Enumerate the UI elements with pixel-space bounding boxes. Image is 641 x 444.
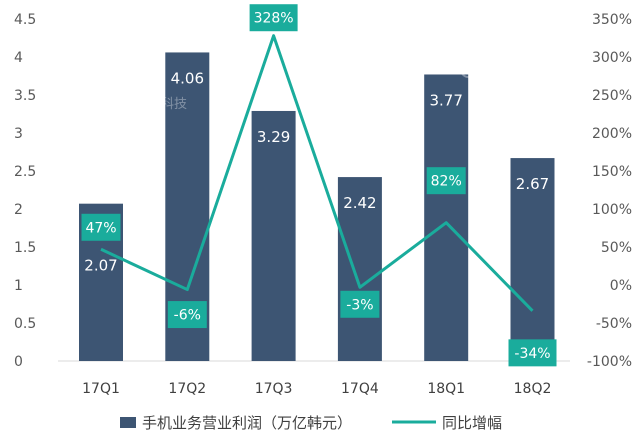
category-labels: 17Q1 17Q2 17Q3 17Q4 18Q1 18Q2 xyxy=(82,381,551,397)
right-axis-tick: -50% xyxy=(596,316,632,332)
category-label: 17Q4 xyxy=(341,381,379,397)
bar xyxy=(251,110,296,362)
right-axis-tick: 50% xyxy=(601,240,632,256)
bar-value-label: 2.42 xyxy=(343,194,376,212)
growth-label: -6% xyxy=(167,301,207,329)
growth-label-text: -6% xyxy=(174,308,201,324)
growth-label-box xyxy=(81,213,121,241)
watermark-text: 腾讯科技 xyxy=(135,96,187,112)
growth-label-text: 47% xyxy=(85,220,116,236)
category-label: 18Q2 xyxy=(514,381,552,397)
growth-label: 328% xyxy=(249,4,298,32)
growth-label: -34% xyxy=(508,339,557,367)
growth-label: 82% xyxy=(426,167,466,195)
right-axis-tick: 200% xyxy=(592,126,632,142)
legend-bar-swatch xyxy=(120,417,136,428)
growth-line xyxy=(100,34,534,312)
category-label: 18Q1 xyxy=(427,381,465,397)
growth-label-text: 328% xyxy=(254,11,294,27)
growth-label-box xyxy=(508,339,557,367)
bar xyxy=(424,74,469,361)
category-label: 17Q2 xyxy=(168,381,206,397)
right-axis-tick: 0% xyxy=(610,278,632,294)
watermark: 腾讯科技 xyxy=(460,62,530,79)
left-axis-tick: 2 xyxy=(14,202,23,218)
bar-series xyxy=(79,52,555,362)
left-axis-ticks: 0 0.5 1 1.5 2 2.5 3 3.5 4 4.5 xyxy=(14,12,36,370)
growth-label-text: -3% xyxy=(346,297,373,313)
growth-label-box xyxy=(340,290,380,318)
watermark-logo-icon xyxy=(460,62,477,78)
right-axis-tick: 100% xyxy=(592,202,632,218)
left-axis-tick: 1 xyxy=(14,278,23,294)
right-axis-tick: 150% xyxy=(592,164,632,180)
watermark-logo-icon xyxy=(117,95,133,111)
watermark: 腾讯科技 xyxy=(291,73,362,90)
left-axis-tick: 2.5 xyxy=(14,164,36,180)
watermark-text: 腾讯科技 xyxy=(310,74,362,90)
growth-label-box xyxy=(426,167,466,195)
bar xyxy=(510,158,555,361)
bar-value-label: 3.29 xyxy=(257,128,290,146)
bar xyxy=(337,177,382,361)
left-axis-tick: 3 xyxy=(14,126,23,142)
right-axis-tick: 350% xyxy=(592,12,632,28)
right-axis-tick: -100% xyxy=(587,354,632,370)
growth-value-labels: 47% -6% 328% -3% 82% -34% xyxy=(81,4,557,367)
watermark-text: 腾讯科技 xyxy=(478,63,530,79)
growth-label-box xyxy=(249,4,298,32)
legend-bar-label: 手机业务营业利润（万亿韩元） xyxy=(142,414,352,432)
bar-value-label: 2.07 xyxy=(84,257,117,275)
watermark-logo-icon xyxy=(291,73,308,89)
left-axis-tick: 4.5 xyxy=(14,12,36,28)
bar-value-labels: 2.07 4.06 3.29 2.42 3.77 2.67 xyxy=(84,69,549,274)
category-label: 17Q1 xyxy=(82,381,120,397)
left-axis-tick: 3.5 xyxy=(14,88,36,104)
growth-label-text: -34% xyxy=(514,346,550,362)
watermark: 腾讯科技 xyxy=(117,95,187,112)
growth-label-box xyxy=(167,301,207,329)
right-axis-ticks: -100% -50% 0% 50% 100% 150% 200% 250% 300% 350% xyxy=(587,12,632,370)
growth-label: 47% xyxy=(81,213,121,241)
left-axis-tick: 4 xyxy=(14,50,23,66)
legend: 手机业务营业利润（万亿韩元） 同比增幅 xyxy=(120,414,502,432)
growth-label: -3% xyxy=(340,290,380,318)
right-axis-tick: 250% xyxy=(592,88,632,104)
category-label: 17Q3 xyxy=(255,381,293,397)
right-axis-tick: 300% xyxy=(592,50,632,66)
growth-label-text: 82% xyxy=(431,174,462,190)
left-axis-tick: 0.5 xyxy=(14,316,36,332)
bar-value-label: 4.06 xyxy=(171,69,204,87)
legend-line-label: 同比增幅 xyxy=(442,414,502,432)
left-axis-tick: 1.5 xyxy=(14,240,36,256)
bar-value-label: 2.67 xyxy=(516,175,549,193)
bar-value-label: 3.77 xyxy=(429,91,462,109)
left-axis-tick: 0 xyxy=(14,354,23,370)
